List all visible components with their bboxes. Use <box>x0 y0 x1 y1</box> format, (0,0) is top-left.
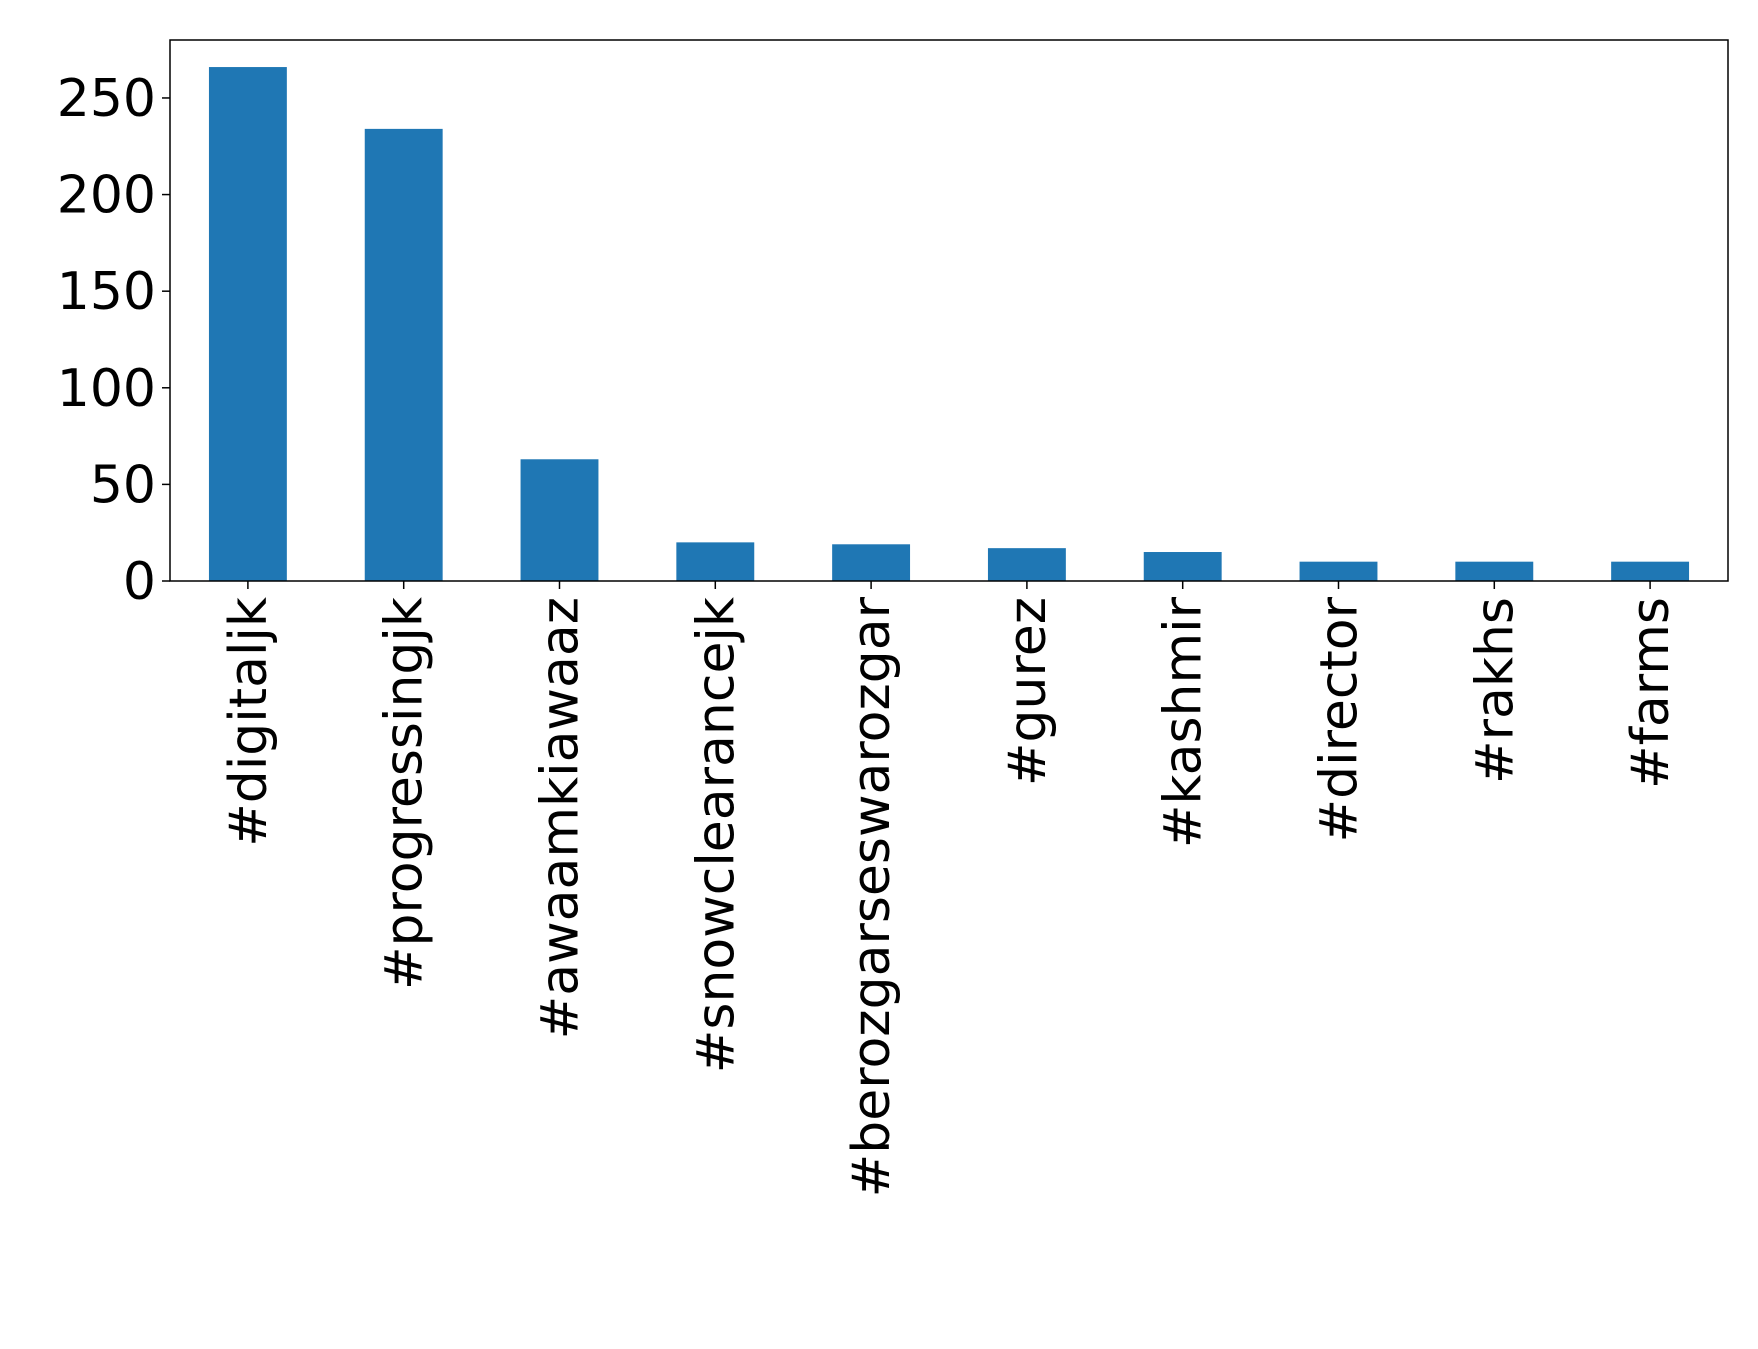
x-tick-label: #rakhs <box>1465 597 1525 784</box>
bars-group <box>208 67 1690 582</box>
x-tick-label: #gurez <box>998 597 1058 786</box>
bar-6 <box>1143 552 1222 581</box>
x-axis: #digitaljk #progressingjk #awaamkiawaaz #sn… <box>219 581 1681 1197</box>
bar-4 <box>832 544 911 581</box>
bar-5 <box>987 548 1066 581</box>
y-tick-label: 50 <box>90 455 156 515</box>
y-tick-label: 250 <box>57 69 156 129</box>
y-axis: 0 50 100 150 200 250 <box>57 69 170 612</box>
plot-frame <box>169 39 1729 582</box>
x-tick-label: #progressingjk <box>375 597 435 990</box>
bar-8 <box>1455 561 1534 581</box>
x-tick-label: #snowclearancejk <box>686 597 746 1073</box>
bar-2 <box>520 459 599 581</box>
x-tick-label: #berozgarseswarozgar <box>842 596 902 1197</box>
y-tick-label: 0 <box>123 552 156 612</box>
x-tick-label: #awaamkiawaaz <box>531 597 591 1039</box>
x-tick-label: #digitaljk <box>219 597 279 847</box>
bar-9 <box>1611 561 1690 581</box>
y-tick-label: 100 <box>57 359 156 419</box>
x-tick-label: #kashmir <box>1154 596 1214 848</box>
x-tick-label: #director <box>1310 596 1370 842</box>
bar-7 <box>1299 561 1378 581</box>
y-tick-label: 200 <box>57 166 156 226</box>
bar-3 <box>676 542 755 581</box>
x-tick-label: #farms <box>1621 597 1681 789</box>
y-tick-label: 150 <box>57 262 156 322</box>
bar-0 <box>208 67 287 582</box>
bar-1 <box>364 128 443 581</box>
